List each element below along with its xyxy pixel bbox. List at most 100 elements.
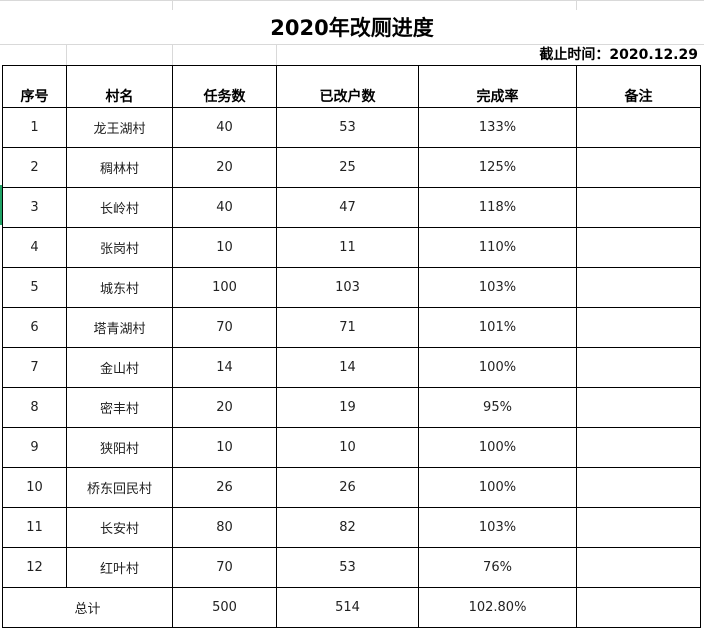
cell-rate[interactable]: 100% xyxy=(418,347,577,388)
total-done[interactable]: 514 xyxy=(276,587,419,628)
gridline xyxy=(0,44,704,45)
cell-tasks[interactable]: 10 xyxy=(172,427,277,468)
cell-rate[interactable]: 76% xyxy=(418,547,577,588)
header-rate[interactable]: 完成率 xyxy=(418,65,577,108)
cell-rate[interactable]: 118% xyxy=(418,187,577,228)
cell-no[interactable]: 2 xyxy=(2,147,67,188)
header-village[interactable]: 村名 xyxy=(66,65,173,108)
table-row: 2 稠林村 20 25 125% xyxy=(2,147,701,188)
cell-village[interactable]: 红叶村 xyxy=(66,547,173,588)
cell-village[interactable]: 稠林村 xyxy=(66,147,173,188)
table-row: 7 金山村 14 14 100% xyxy=(2,347,701,388)
total-note[interactable] xyxy=(576,587,701,628)
cell-done[interactable]: 10 xyxy=(276,427,419,468)
cell-tasks[interactable]: 40 xyxy=(172,187,277,228)
gridline xyxy=(576,0,577,10)
header-tasks[interactable]: 任务数 xyxy=(172,65,277,108)
header-no[interactable]: 序号 xyxy=(2,65,67,108)
cell-note[interactable] xyxy=(576,387,701,428)
cell-village[interactable]: 长安村 xyxy=(66,507,173,548)
cell-no[interactable]: 7 xyxy=(2,347,67,388)
cell-no[interactable]: 12 xyxy=(2,547,67,588)
total-tasks[interactable]: 500 xyxy=(172,587,277,628)
cell-tasks[interactable]: 20 xyxy=(172,387,277,428)
cell-done[interactable]: 14 xyxy=(276,347,419,388)
cell-village[interactable]: 张岗村 xyxy=(66,227,173,268)
table-row: 3 长岭村 40 47 118% xyxy=(2,187,701,228)
cell-tasks[interactable]: 10 xyxy=(172,227,277,268)
cell-note[interactable] xyxy=(576,107,701,148)
cell-note[interactable] xyxy=(576,227,701,268)
header-note[interactable]: 备注 xyxy=(576,65,701,108)
cell-tasks[interactable]: 26 xyxy=(172,467,277,508)
table-row: 12 红叶村 70 53 76% xyxy=(2,547,701,588)
cell-tasks[interactable]: 20 xyxy=(172,147,277,188)
cell-no[interactable]: 1 xyxy=(2,107,67,148)
cell-no[interactable]: 11 xyxy=(2,507,67,548)
cell-tasks[interactable]: 70 xyxy=(172,307,277,348)
cell-village[interactable]: 龙王湖村 xyxy=(66,107,173,148)
cell-done[interactable]: 11 xyxy=(276,227,419,268)
cell-no[interactable]: 6 xyxy=(2,307,67,348)
total-label[interactable]: 总计 xyxy=(2,587,173,628)
cell-no[interactable]: 5 xyxy=(2,267,67,308)
cell-rate[interactable]: 95% xyxy=(418,387,577,428)
cell-rate[interactable]: 125% xyxy=(418,147,577,188)
cell-done[interactable]: 26 xyxy=(276,467,419,508)
cell-done[interactable]: 53 xyxy=(276,547,419,588)
cell-tasks[interactable]: 14 xyxy=(172,347,277,388)
gridline xyxy=(276,44,277,65)
cell-note[interactable] xyxy=(576,347,701,388)
cell-tasks[interactable]: 80 xyxy=(172,507,277,548)
cell-done[interactable]: 53 xyxy=(276,107,419,148)
table-row: 6 塔青湖村 70 71 101% xyxy=(2,307,701,348)
cell-note[interactable] xyxy=(576,147,701,188)
cell-note[interactable] xyxy=(576,187,701,228)
cell-rate[interactable]: 133% xyxy=(418,107,577,148)
cell-village[interactable]: 密丰村 xyxy=(66,387,173,428)
gridline xyxy=(0,0,704,1)
cell-rate[interactable]: 103% xyxy=(418,267,577,308)
gridline xyxy=(172,44,173,65)
cell-done[interactable]: 25 xyxy=(276,147,419,188)
cell-done[interactable]: 19 xyxy=(276,387,419,428)
total-row: 总计 500 514 102.80% xyxy=(2,587,701,628)
cell-village[interactable]: 塔青湖村 xyxy=(66,307,173,348)
cell-tasks[interactable]: 100 xyxy=(172,267,277,308)
cell-village[interactable]: 桥东回民村 xyxy=(66,467,173,508)
cell-done[interactable]: 47 xyxy=(276,187,419,228)
cell-no[interactable]: 9 xyxy=(2,427,67,468)
sheet-title: 2020年改厕进度 xyxy=(270,16,434,40)
cell-note[interactable] xyxy=(576,547,701,588)
cell-note[interactable] xyxy=(576,427,701,468)
cell-done[interactable]: 82 xyxy=(276,507,419,548)
cell-note[interactable] xyxy=(576,267,701,308)
cell-rate[interactable]: 103% xyxy=(418,507,577,548)
cell-done[interactable]: 71 xyxy=(276,307,419,348)
cell-rate[interactable]: 100% xyxy=(418,427,577,468)
cell-done[interactable]: 103 xyxy=(276,267,419,308)
table-row: 11 长安村 80 82 103% xyxy=(2,507,701,548)
gridline xyxy=(66,44,67,65)
cell-village[interactable]: 长岭村 xyxy=(66,187,173,228)
total-rate[interactable]: 102.80% xyxy=(418,587,577,628)
cell-rate[interactable]: 101% xyxy=(418,307,577,348)
cell-no[interactable]: 10 xyxy=(2,467,67,508)
cell-no[interactable]: 4 xyxy=(2,227,67,268)
cell-no[interactable]: 3 xyxy=(2,187,67,228)
header-done[interactable]: 已改户数 xyxy=(276,65,419,108)
table-row: 8 密丰村 20 19 95% xyxy=(2,387,701,428)
cell-note[interactable] xyxy=(576,467,701,508)
cell-no[interactable]: 8 xyxy=(2,387,67,428)
cell-tasks[interactable]: 40 xyxy=(172,107,277,148)
cell-village[interactable]: 金山村 xyxy=(66,347,173,388)
cell-rate[interactable]: 100% xyxy=(418,467,577,508)
cell-rate[interactable]: 110% xyxy=(418,227,577,268)
cell-note[interactable] xyxy=(576,307,701,348)
cell-note[interactable] xyxy=(576,507,701,548)
table-row: 1 龙王湖村 40 53 133% xyxy=(2,107,701,148)
cell-tasks[interactable]: 70 xyxy=(172,547,277,588)
cell-village[interactable]: 狭阳村 xyxy=(66,427,173,468)
cell-village[interactable]: 城东村 xyxy=(66,267,173,308)
